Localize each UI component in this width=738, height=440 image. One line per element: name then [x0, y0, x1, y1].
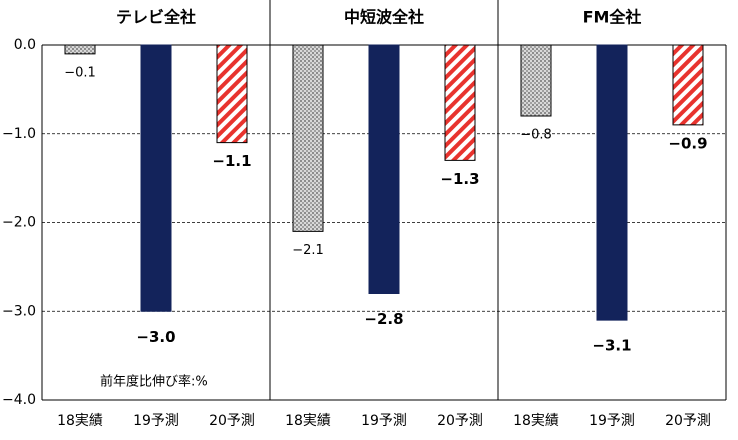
bar — [140, 44, 172, 312]
x-tick-label: 19予測 — [361, 413, 407, 429]
panel-title: FM全社 — [583, 8, 642, 27]
x-tick-label: 19予測 — [133, 413, 179, 429]
bar — [216, 44, 248, 144]
y-tick-label: −3.0 — [2, 303, 36, 319]
x-tick-label: 18実績 — [513, 413, 559, 429]
y-tick-label: −2.0 — [2, 215, 36, 231]
value-label: −2.1 — [292, 243, 324, 258]
bar — [444, 44, 476, 161]
x-tick-label: 20予測 — [437, 413, 483, 429]
value-label: −3.1 — [592, 337, 631, 355]
bar — [672, 44, 704, 126]
value-label: −1.1 — [212, 152, 251, 170]
x-tick-label: 18実績 — [285, 413, 331, 429]
value-label: −2.8 — [364, 310, 403, 328]
y-tick-label: −1.0 — [2, 126, 36, 142]
x-tick-label: 18実績 — [57, 413, 103, 429]
bar — [292, 44, 324, 232]
bar — [64, 44, 96, 55]
value-label: −0.8 — [520, 128, 552, 143]
x-tick-label: 20予測 — [665, 413, 711, 429]
bar — [520, 44, 552, 117]
panel-title: 中短波全社 — [344, 8, 424, 27]
value-label: −0.1 — [64, 65, 96, 80]
y-tick-label: −4.0 — [2, 392, 36, 408]
x-tick-label: 20予測 — [209, 413, 255, 429]
bar — [368, 44, 400, 294]
y-tick-label: 0.0 — [14, 37, 36, 53]
value-label: −3.0 — [136, 328, 175, 346]
value-label: −0.9 — [668, 134, 707, 152]
bar — [596, 44, 628, 321]
value-label: −1.3 — [440, 170, 479, 188]
x-tick-label: 19予測 — [589, 413, 635, 429]
panel-title: テレビ全社 — [116, 8, 196, 27]
note: 前年度比伸び率:% — [100, 374, 208, 390]
